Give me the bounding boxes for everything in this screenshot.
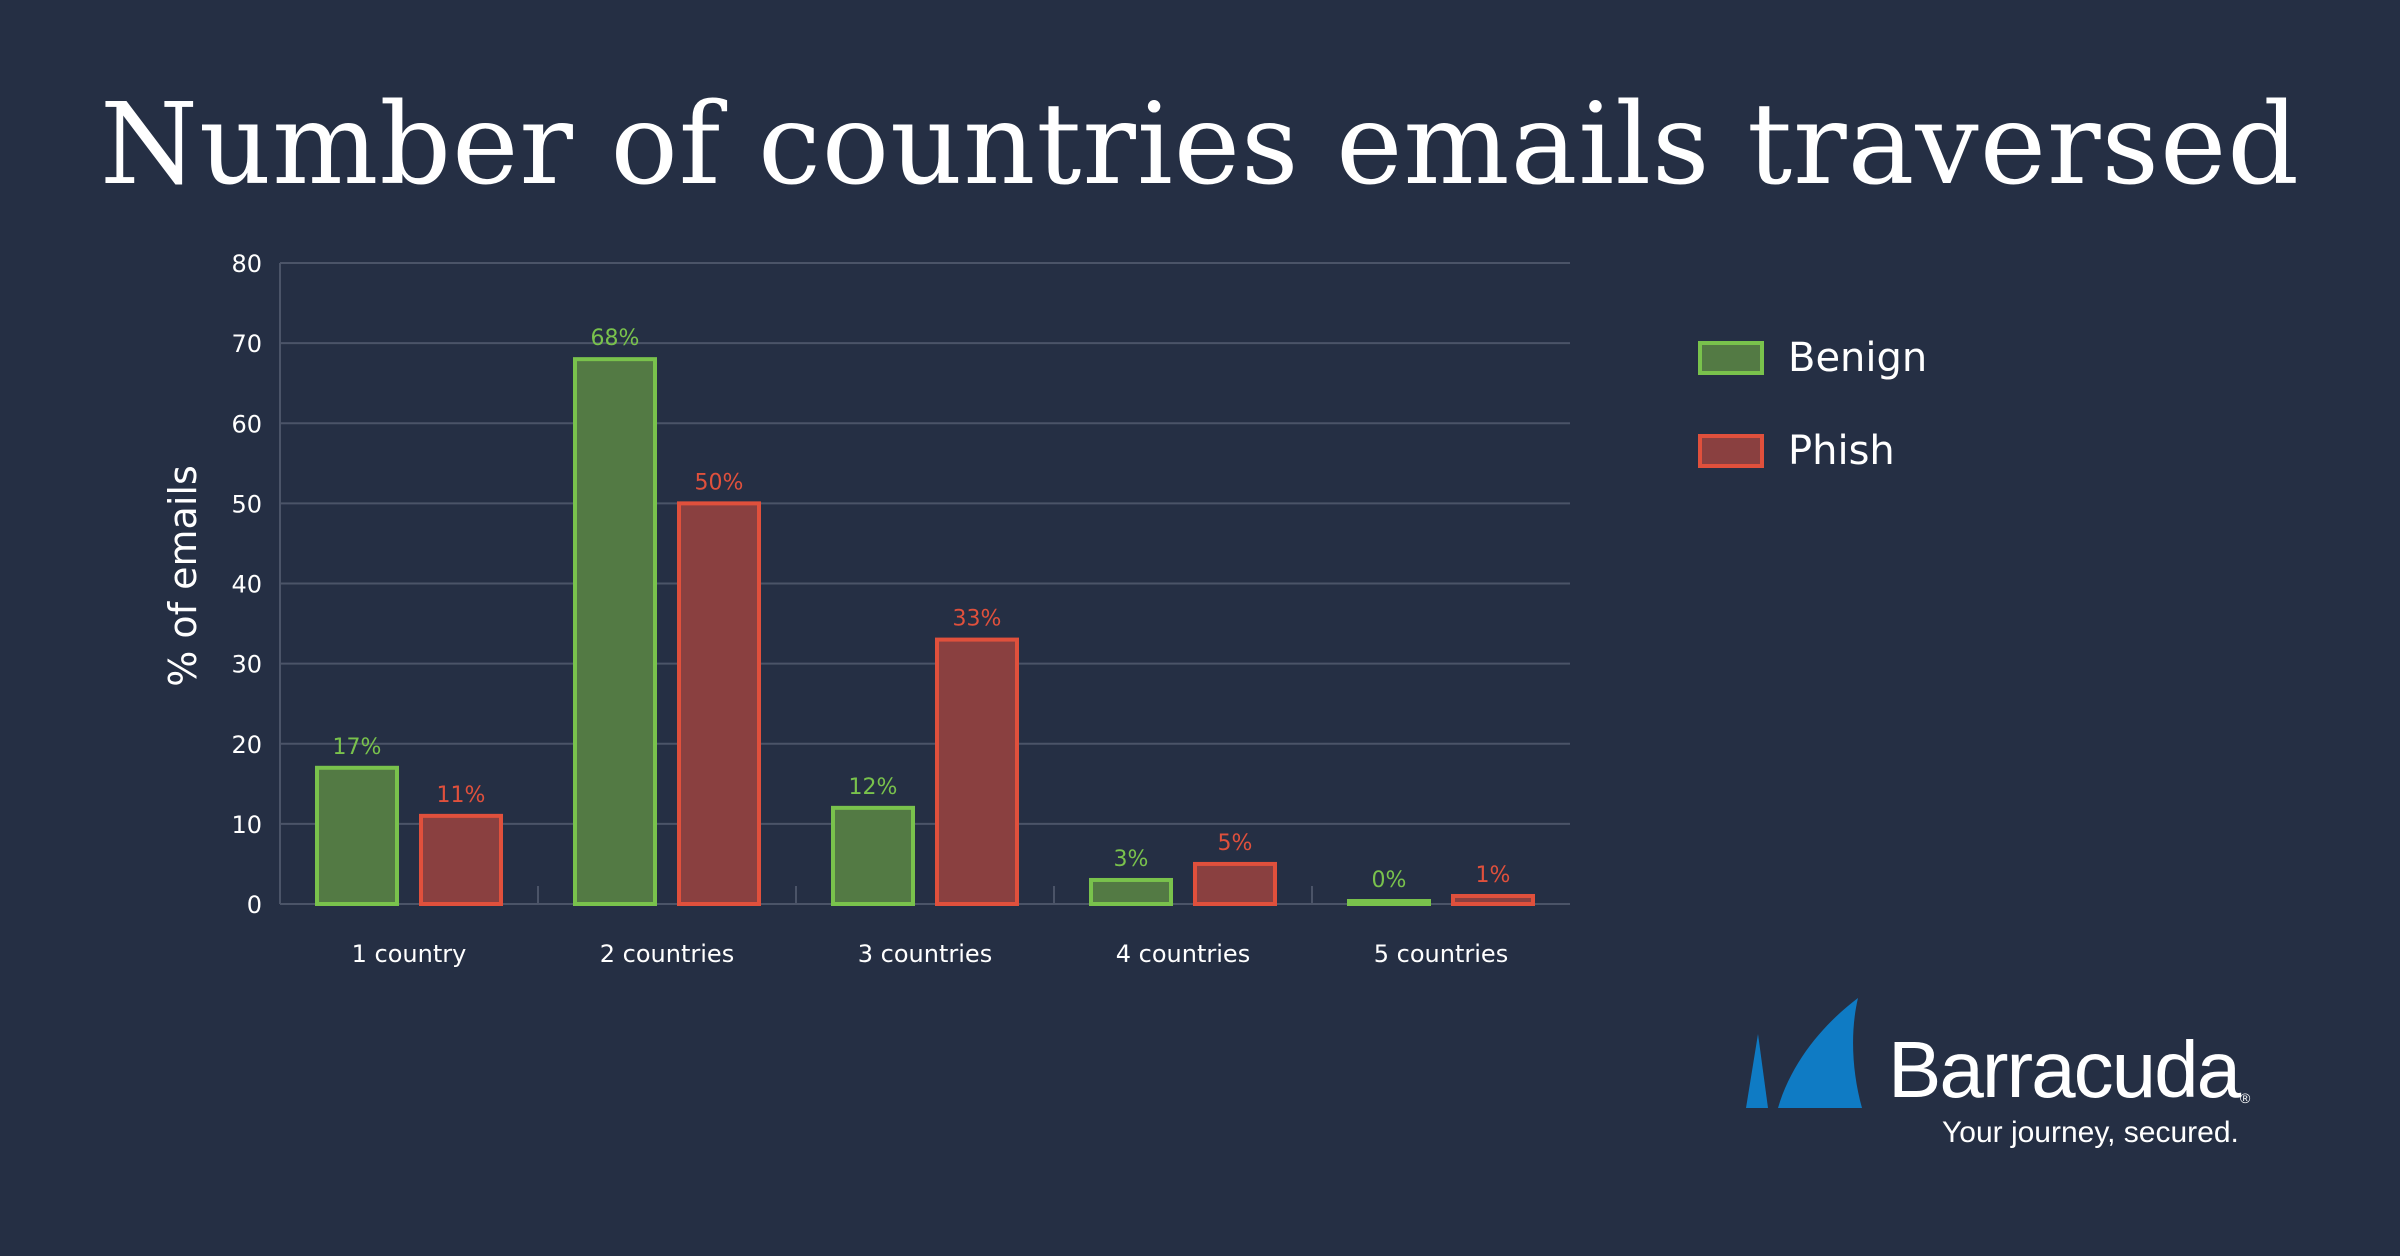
legend-swatch-benign	[1698, 341, 1764, 375]
bars	[315, 357, 1535, 907]
bar-phish	[677, 501, 761, 906]
x-tick-label: 2 countries	[600, 940, 734, 968]
bar-phish	[1193, 861, 1277, 906]
legend-label-phish: Phish	[1788, 428, 1895, 474]
data-labels: 17% 11% 68% 50% 12% 33% 3% 5% 0% 1%	[333, 326, 1511, 893]
brand-name: Barracuda	[1888, 1025, 2241, 1114]
y-tick-label: 0	[247, 891, 262, 919]
bar-phish	[419, 813, 503, 906]
legend: Benign Phish	[1698, 335, 1928, 522]
x-tick-label: 3 countries	[858, 940, 992, 968]
x-tick-label: 5 countries	[1374, 940, 1508, 968]
y-tick-label: 20	[231, 731, 262, 759]
data-label-phish: 33%	[953, 607, 1002, 632]
y-tick-label: 10	[231, 811, 262, 839]
legend-swatch-phish	[1698, 434, 1764, 468]
bar-phish	[1451, 893, 1535, 906]
legend-item-phish: Phish	[1698, 428, 1927, 474]
x-tick-label: 4 countries	[1116, 940, 1250, 968]
data-label-phish: 50%	[695, 470, 744, 495]
data-label-benign: 3%	[1114, 847, 1149, 872]
data-label-phish: 1%	[1476, 863, 1511, 888]
brand-tagline: Your journey, secured.	[1942, 1116, 2239, 1149]
bar-benign	[831, 805, 915, 906]
bar-benign	[573, 357, 657, 906]
legend-label-benign: Benign	[1788, 335, 1928, 381]
y-tick-label: 40	[231, 571, 262, 599]
x-tick-label: 1 country	[352, 940, 467, 968]
shark-fin-icon	[1746, 998, 1862, 1108]
data-label-benign: 0%	[1372, 868, 1407, 893]
data-label-phish: 11%	[437, 783, 486, 808]
y-axis-label: % of emails	[161, 465, 205, 687]
y-tick-label: 80	[231, 250, 262, 278]
bar-benign	[315, 765, 399, 906]
chart-title: Number of countries emails traversed	[100, 80, 2300, 210]
registered-mark: ®	[2240, 1090, 2251, 1106]
bar-benign	[1089, 877, 1173, 907]
y-tick-label: 60	[231, 410, 262, 438]
data-label-phish: 5%	[1218, 831, 1253, 856]
y-tick-label: 70	[231, 330, 262, 358]
y-tick-label: 30	[231, 651, 262, 679]
data-label-benign: 12%	[849, 775, 898, 800]
data-label-benign: 17%	[333, 735, 382, 760]
barracuda-logo: Barracuda ® Your journey, secured.	[1740, 994, 2260, 1154]
y-tick-label: 50	[231, 490, 262, 518]
grid-lines	[280, 262, 1570, 825]
bar-phish	[935, 637, 1019, 907]
legend-item-benign: Benign	[1698, 335, 1928, 381]
data-label-benign: 68%	[591, 326, 640, 351]
bar-benign	[1347, 899, 1431, 906]
